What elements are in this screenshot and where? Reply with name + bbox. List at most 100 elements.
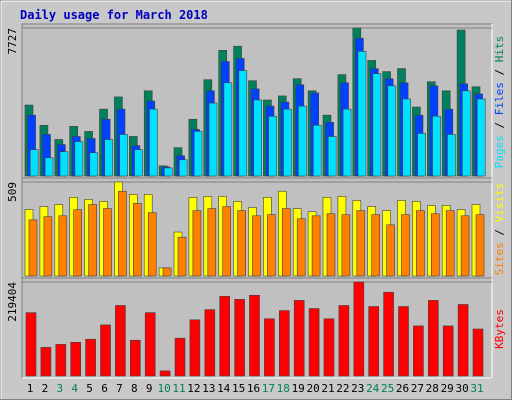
x-tick-label: 6 (101, 382, 108, 395)
bar (159, 370, 171, 377)
x-tick-label: 17 (262, 382, 275, 395)
legend-separator: / (493, 115, 506, 135)
bar (219, 295, 230, 377)
x-tick-label: 24 (366, 382, 380, 395)
bar (356, 210, 366, 277)
bar (28, 219, 38, 277)
legend: KBytes (493, 309, 506, 349)
bar (416, 210, 425, 277)
legend-entry: Visits (493, 183, 506, 223)
bar (296, 218, 306, 277)
bar (461, 90, 471, 177)
bar (149, 108, 158, 177)
x-tick-label: 11 (172, 382, 185, 395)
bar (308, 308, 320, 377)
y-tick-label: 7727 (6, 28, 19, 55)
y-tick-label: 219404 (6, 282, 19, 322)
bar (447, 134, 456, 177)
bar (134, 149, 143, 177)
x-tick-label: 9 (146, 382, 153, 395)
x-tick-label: 12 (187, 382, 200, 395)
x-tick-label: 7 (116, 382, 123, 395)
y-tick-label: 509 (6, 182, 19, 202)
x-tick-label: 22 (336, 382, 349, 395)
x-tick-label: 25 (381, 382, 394, 395)
bar (264, 318, 275, 377)
bar (323, 318, 335, 377)
bar (222, 206, 231, 277)
x-tick-label: 30 (455, 382, 468, 395)
legend-entry: Hits (493, 36, 506, 63)
bar (417, 133, 426, 177)
bar (253, 99, 262, 177)
bar (457, 304, 469, 377)
bar (147, 212, 157, 277)
x-tick-label: 5 (86, 382, 93, 395)
bar (357, 51, 367, 177)
bar (371, 214, 381, 277)
bar (327, 136, 337, 177)
bar (398, 306, 409, 377)
bar (237, 210, 246, 277)
bar (144, 312, 156, 377)
bar (178, 159, 188, 177)
bar (387, 85, 397, 177)
bar (413, 325, 424, 377)
x-tick-label: 31 (470, 382, 483, 395)
bar (115, 305, 126, 377)
x-tick-label: 2 (42, 382, 49, 395)
x-tick-label: 18 (277, 382, 290, 395)
bar (460, 215, 470, 277)
bar (223, 82, 233, 177)
x-tick-label: 4 (71, 382, 78, 395)
chart-title: Daily usage for March 2018 (20, 8, 208, 22)
bar (368, 306, 380, 377)
legend-entry: Pages (493, 135, 506, 168)
x-tick-label: 10 (157, 382, 170, 395)
legend-separator: / (493, 222, 506, 242)
legend-entry: KBytes (493, 309, 506, 349)
bar (445, 210, 455, 277)
bar (207, 208, 217, 277)
bar (43, 216, 53, 277)
bar (40, 347, 52, 377)
bar (238, 70, 248, 177)
bar (177, 236, 187, 277)
x-tick-label: 27 (411, 382, 424, 395)
x-tick-label: 19 (292, 382, 305, 395)
bar (100, 324, 111, 377)
x-tick-label: 1 (27, 382, 34, 395)
bar (341, 214, 351, 277)
bar (118, 190, 127, 277)
x-tick-label: 14 (217, 382, 231, 395)
legend: Sites / Visits (493, 183, 506, 276)
x-tick-label: 3 (56, 382, 63, 395)
bar (353, 281, 365, 377)
bar (133, 203, 142, 277)
bar (311, 215, 321, 277)
bar (162, 267, 172, 277)
bar (267, 214, 276, 277)
bar (475, 214, 485, 277)
bar (432, 115, 441, 177)
x-tick-label: 20 (306, 382, 319, 395)
bar (252, 215, 261, 277)
bar (472, 328, 484, 377)
bar (70, 341, 81, 377)
x-tick-label: 15 (232, 382, 245, 395)
x-tick-label: 28 (426, 382, 439, 395)
bar (193, 131, 203, 177)
x-tick-label: 16 (247, 382, 260, 395)
bar (249, 294, 260, 377)
bar (208, 102, 218, 177)
bar (476, 98, 486, 177)
bar (383, 291, 394, 377)
bar (427, 300, 439, 377)
bar (174, 337, 186, 377)
bar (164, 167, 173, 177)
bar (104, 139, 113, 177)
legend-separator: / (493, 62, 506, 82)
bar (293, 300, 305, 377)
bar (326, 213, 336, 277)
